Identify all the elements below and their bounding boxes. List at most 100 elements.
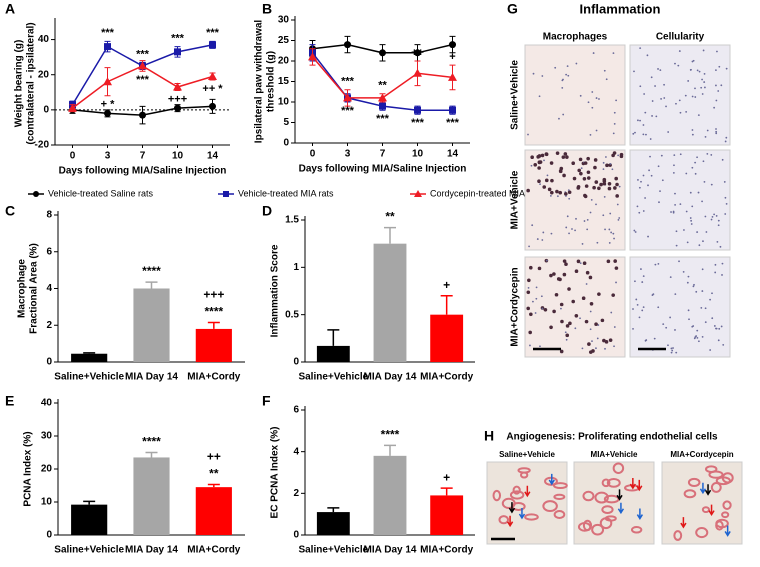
marker bbox=[414, 106, 421, 114]
error-bar bbox=[440, 487, 453, 496]
cell bbox=[595, 203, 597, 206]
cell bbox=[655, 115, 658, 118]
y-tick-label: 1 bbox=[293, 262, 299, 273]
cell bbox=[552, 309, 556, 314]
marker bbox=[308, 52, 317, 61]
cell bbox=[675, 244, 678, 247]
legend-marker bbox=[223, 191, 229, 197]
cell bbox=[560, 307, 562, 310]
cell bbox=[689, 191, 692, 194]
cell bbox=[685, 172, 688, 175]
vessel bbox=[708, 470, 724, 479]
cell bbox=[711, 292, 713, 295]
cell bbox=[545, 259, 548, 262]
y-tick-label: 0 bbox=[46, 357, 52, 368]
cell bbox=[637, 119, 639, 122]
y-tick-label: 30 bbox=[278, 15, 290, 26]
cell bbox=[597, 292, 601, 296]
cell bbox=[691, 129, 694, 131]
cell bbox=[709, 298, 711, 301]
y-tick-label: 40 bbox=[41, 398, 53, 409]
y-axis-label: EC PCNA Index (%) bbox=[270, 427, 281, 519]
panel-letter: C bbox=[5, 203, 15, 219]
cell bbox=[554, 66, 557, 69]
cell bbox=[574, 229, 576, 232]
cell bbox=[535, 297, 538, 300]
cell bbox=[678, 99, 681, 102]
x-axis-label: Days following MIA/Saline Injection bbox=[299, 164, 467, 175]
cell bbox=[678, 260, 680, 263]
cell bbox=[657, 165, 660, 168]
vessel bbox=[524, 513, 539, 521]
cell bbox=[610, 231, 613, 234]
cell bbox=[587, 342, 591, 346]
x-tick-label: MIA Day 14 bbox=[125, 372, 178, 383]
cell bbox=[692, 285, 695, 288]
cell bbox=[616, 203, 619, 206]
cell bbox=[692, 59, 695, 62]
cell bbox=[657, 263, 660, 265]
cell bbox=[595, 347, 597, 350]
cell bbox=[639, 85, 642, 88]
cell bbox=[592, 52, 595, 54]
vessel bbox=[612, 462, 625, 474]
cell bbox=[544, 178, 549, 183]
cell bbox=[645, 133, 647, 136]
y-tick-label: 15 bbox=[278, 76, 290, 87]
marker bbox=[413, 68, 422, 77]
cell bbox=[578, 157, 583, 162]
error-bar bbox=[207, 321, 220, 329]
cell bbox=[568, 232, 570, 235]
panel-letter: A bbox=[5, 1, 15, 17]
cell bbox=[614, 176, 618, 181]
cell bbox=[537, 154, 542, 158]
cell bbox=[642, 133, 645, 136]
cell bbox=[671, 349, 674, 352]
vessel bbox=[721, 472, 734, 484]
arrow bbox=[629, 478, 636, 490]
cell bbox=[714, 263, 717, 266]
cell bbox=[703, 81, 706, 83]
y-tick-label: 2 bbox=[46, 320, 52, 331]
vessel bbox=[544, 476, 558, 486]
cell bbox=[704, 321, 707, 324]
x-tick-label: 3 bbox=[345, 149, 351, 160]
arrow bbox=[524, 485, 531, 498]
cell bbox=[589, 328, 592, 331]
cell bbox=[559, 302, 564, 307]
arrow bbox=[680, 517, 687, 529]
cell bbox=[552, 272, 556, 276]
cell bbox=[657, 306, 660, 309]
cell bbox=[686, 281, 689, 284]
cell bbox=[678, 50, 681, 52]
cell bbox=[670, 351, 673, 354]
vessel bbox=[721, 511, 730, 519]
legend-marker bbox=[33, 191, 39, 197]
cell bbox=[713, 325, 716, 327]
arrow bbox=[636, 508, 644, 520]
cell bbox=[675, 230, 678, 233]
cell bbox=[602, 181, 607, 186]
cell bbox=[602, 179, 607, 184]
cell bbox=[703, 86, 706, 89]
cell bbox=[638, 316, 641, 319]
x-tick-label: 0 bbox=[70, 151, 76, 162]
cell bbox=[659, 69, 662, 72]
cell bbox=[566, 65, 569, 68]
cell bbox=[617, 154, 620, 157]
panel-letter: D bbox=[262, 203, 272, 219]
cell bbox=[677, 64, 680, 67]
cell bbox=[528, 330, 532, 335]
cell bbox=[684, 94, 687, 97]
vessel bbox=[722, 500, 732, 510]
cell bbox=[701, 290, 704, 292]
cell bbox=[713, 106, 716, 109]
cell bbox=[599, 182, 603, 187]
significance-label: **** bbox=[381, 428, 400, 442]
significance-label: *** bbox=[136, 74, 150, 86]
significance-label: + * bbox=[101, 99, 115, 111]
cell bbox=[697, 191, 700, 194]
cell bbox=[526, 290, 531, 295]
x-tick-label: Saline+Vehicle bbox=[298, 372, 368, 383]
